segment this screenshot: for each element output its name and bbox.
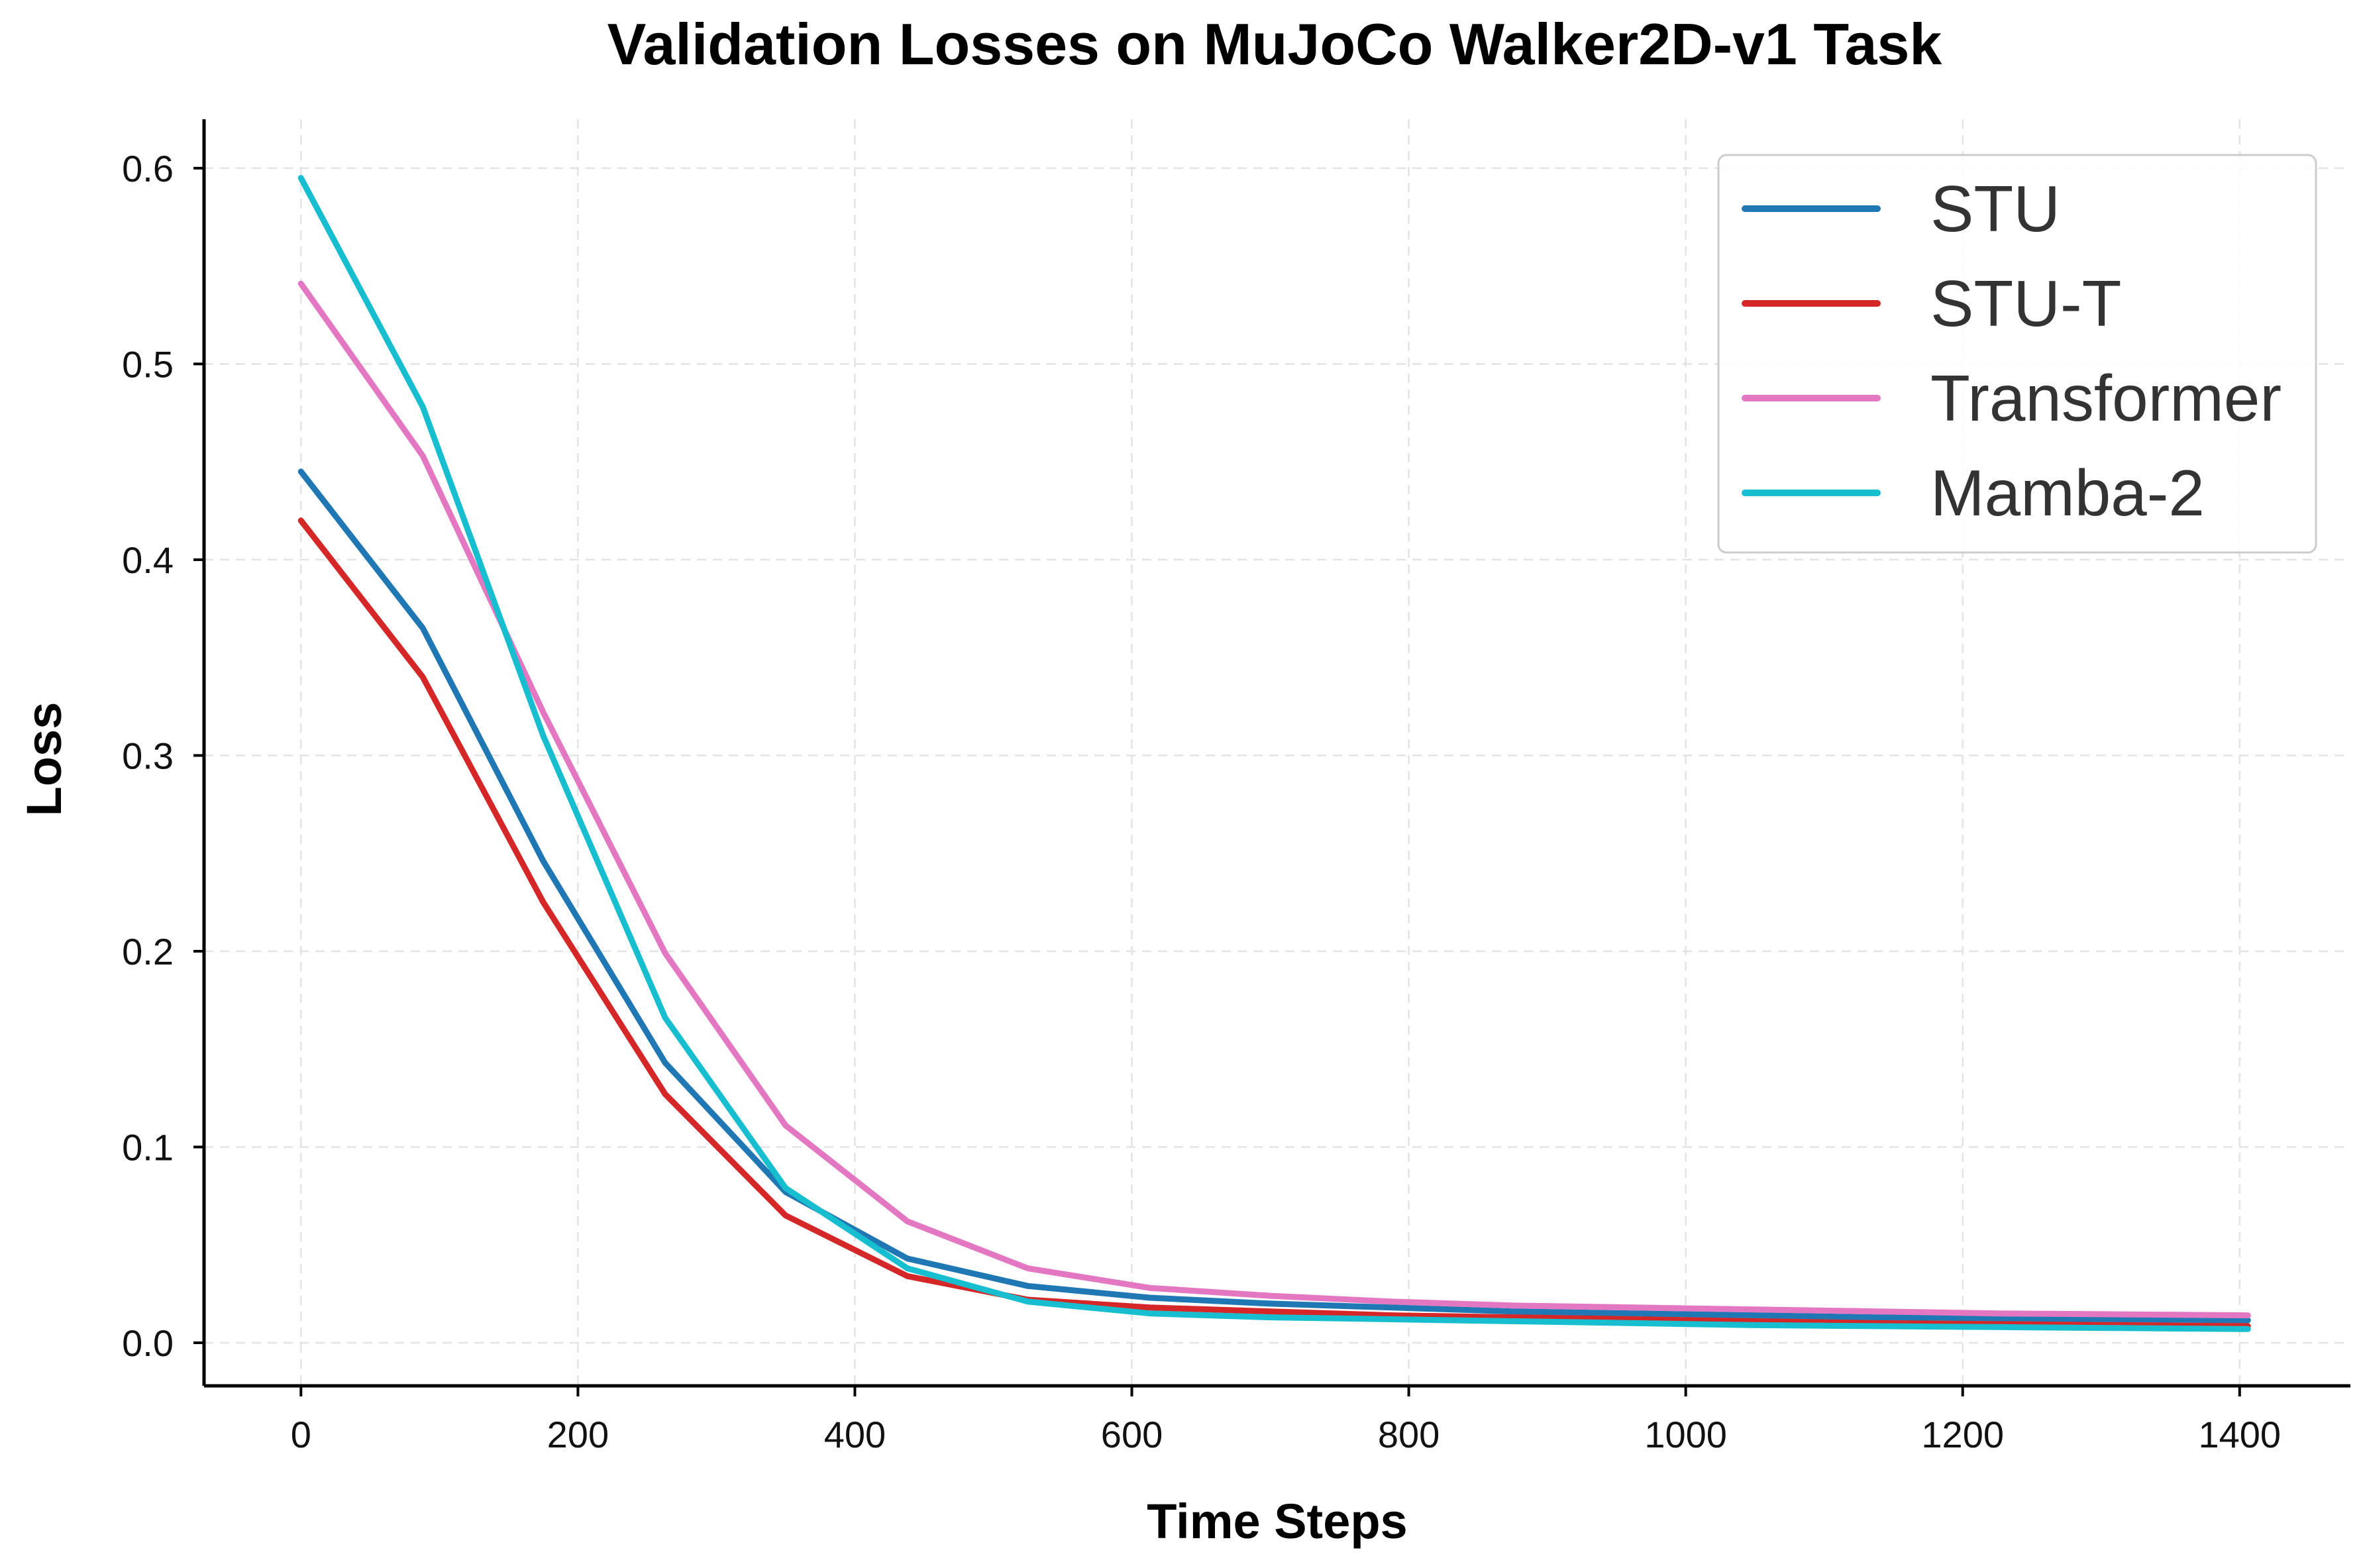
legend-frame xyxy=(1717,154,2317,554)
y-axis-ticks: 0.0 0.1 0.2 0.3 0.4 0.5 0.6 xyxy=(122,148,204,1364)
y-tick-label: 0.2 xyxy=(122,931,174,972)
x-tick-label: 1000 xyxy=(1644,1414,1727,1455)
legend-label-stu-t: STU-T xyxy=(1930,267,2122,340)
legend: STU STU-T Transformer Mamba-2 xyxy=(1717,154,2317,554)
y-tick-label: 0.0 xyxy=(122,1322,174,1364)
legend-label-transformer: Transformer xyxy=(1930,362,2282,435)
y-tick-label: 0.6 xyxy=(122,148,174,189)
y-tick-label: 0.5 xyxy=(122,343,174,385)
series-line-transformer xyxy=(297,280,2251,1319)
legend-label-mamba-2: Mamba-2 xyxy=(1930,456,2205,529)
x-axis-ticks: 0 200 400 600 800 1000 1200 1400 xyxy=(291,1386,2281,1455)
y-axis-label: Loss xyxy=(17,702,72,817)
x-tick-label: 1200 xyxy=(1921,1414,2004,1455)
chart-title: Validation Losses on MuJoCo Walker2D-v1 … xyxy=(607,11,1943,77)
x-tick-label: 0 xyxy=(291,1414,311,1455)
y-tick-label: 0.4 xyxy=(122,539,174,581)
series-lines xyxy=(297,175,2251,1332)
series-line-stu-t xyxy=(297,517,2251,1330)
y-tick-label: 0.1 xyxy=(122,1126,174,1168)
legend-label-stu: STU xyxy=(1930,172,2060,245)
series-line-mamba-2 xyxy=(297,175,2251,1332)
x-axis-label: Time Steps xyxy=(1147,1494,1407,1549)
x-tick-label: 200 xyxy=(547,1414,609,1455)
x-tick-label: 600 xyxy=(1101,1414,1163,1455)
x-tick-label: 800 xyxy=(1378,1414,1440,1455)
x-tick-label: 400 xyxy=(824,1414,886,1455)
series-line-stu xyxy=(297,468,2251,1324)
x-tick-label: 1400 xyxy=(2198,1414,2281,1455)
y-tick-label: 0.3 xyxy=(122,735,174,776)
